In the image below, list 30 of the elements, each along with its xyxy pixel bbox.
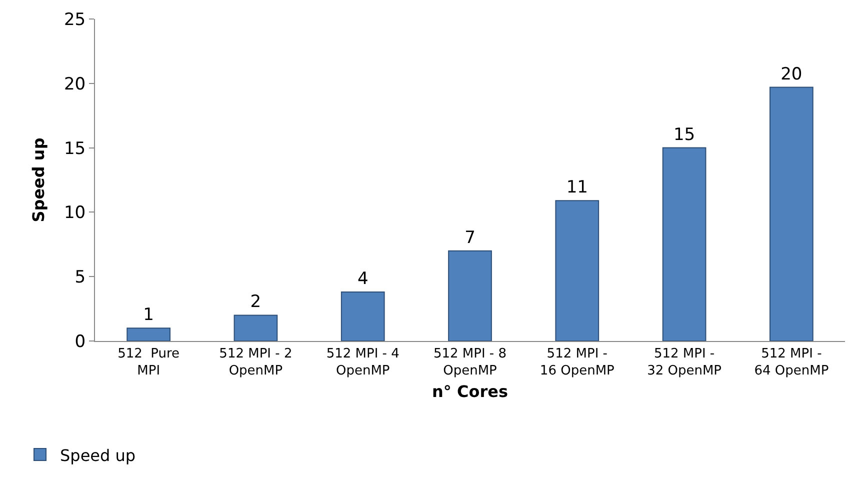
y-tick-label: 5 (74, 268, 86, 288)
x-tick-label: 512 MPI - 16 OpenMP (540, 346, 615, 378)
bar (340, 292, 385, 341)
bar (234, 314, 278, 341)
x-tick-label: 512 Pure MPI (118, 346, 180, 378)
y-tick-label: 15 (64, 138, 86, 159)
x-tick-label: 512 MPI - 4 OpenMP (326, 346, 400, 378)
y-tick-label: 10 (64, 203, 86, 224)
legend-label: Speed up (60, 446, 136, 465)
x-tick-label: 512 MPI - 2 OpenMP (219, 346, 292, 378)
data-label: 20 (780, 64, 802, 84)
data-label: 7 (464, 228, 476, 248)
x-tick-label: 512 MPI - 64 OpenMP (754, 346, 829, 378)
y-tick-label: 25 (64, 10, 86, 30)
bar (448, 250, 492, 341)
x-axis-title: n° Cores (432, 382, 508, 402)
bar (770, 86, 814, 341)
y-tick-label: 0 (74, 332, 86, 352)
data-label: 4 (357, 269, 368, 290)
y-tick-label: 20 (64, 74, 86, 94)
y-axis-title: Speed up (28, 138, 48, 222)
data-label: 11 (566, 178, 588, 198)
data-label: 1 (143, 305, 154, 326)
data-label: 15 (673, 124, 696, 145)
bar (126, 328, 170, 341)
data-label: 2 (250, 292, 262, 312)
x-tick-label: 512 MPI - 8 OpenMP (433, 346, 507, 378)
x-tick-label: 512 MPI - 32 OpenMP (647, 346, 722, 378)
bar (555, 200, 600, 341)
bar (662, 147, 706, 341)
